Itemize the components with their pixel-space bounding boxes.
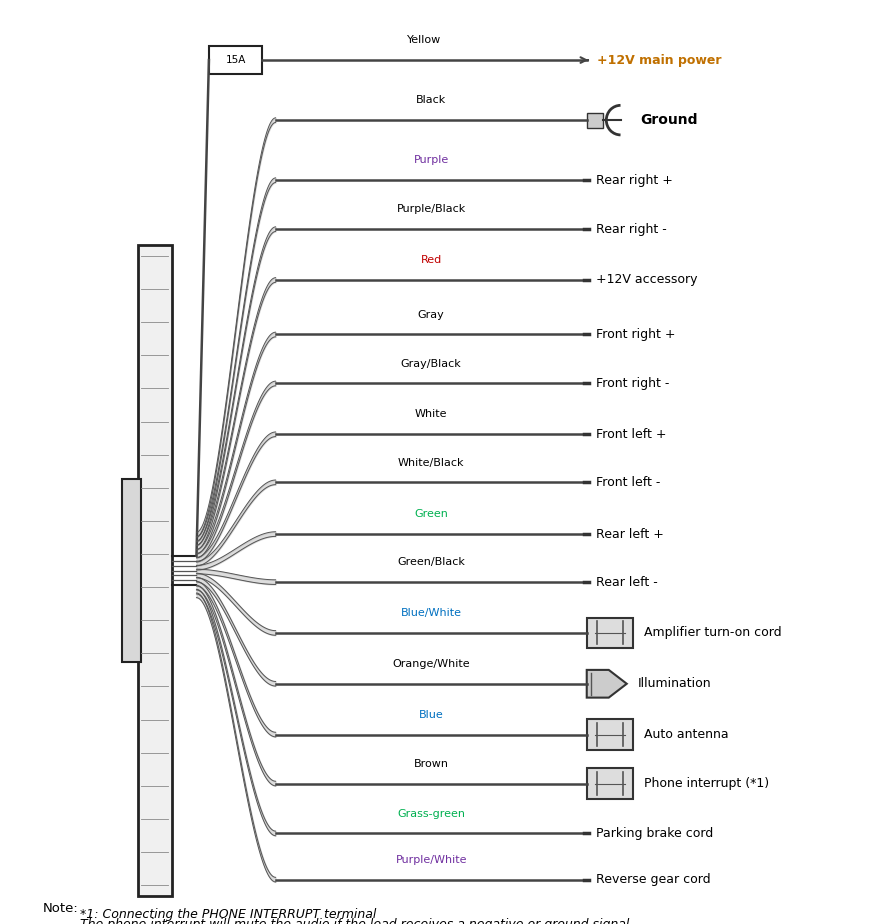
Text: Purple/White: Purple/White (396, 855, 467, 865)
Text: *1: Connecting the PHONE INTERRUPT terminal: *1: Connecting the PHONE INTERRUPT termi… (80, 908, 376, 921)
Text: Grass-green: Grass-green (397, 808, 465, 819)
Text: The phone interrupt will mute the audio if the lead receives a negative or groun: The phone interrupt will mute the audio … (80, 918, 633, 924)
Text: Parking brake cord: Parking brake cord (596, 827, 713, 840)
Text: White: White (415, 409, 447, 419)
Text: Illumination: Illumination (637, 677, 711, 690)
Text: Black: Black (416, 95, 446, 105)
Text: Rear right +: Rear right + (596, 174, 672, 187)
Text: Reverse gear cord: Reverse gear cord (596, 873, 710, 886)
FancyBboxPatch shape (587, 719, 633, 750)
Polygon shape (587, 670, 627, 698)
Text: Rear left -: Rear left - (596, 576, 657, 589)
Text: Green: Green (414, 509, 448, 519)
Text: Purple: Purple (413, 155, 449, 165)
FancyBboxPatch shape (122, 480, 141, 662)
Text: Green/Black: Green/Black (397, 557, 465, 567)
Text: Orange/White: Orange/White (392, 659, 470, 669)
Text: Red: Red (420, 255, 442, 265)
Text: +12V accessory: +12V accessory (596, 274, 697, 286)
Text: Front right +: Front right + (596, 328, 675, 341)
FancyBboxPatch shape (209, 46, 262, 74)
Text: Front left +: Front left + (596, 428, 666, 441)
Text: Blue/White: Blue/White (401, 608, 461, 618)
FancyBboxPatch shape (587, 617, 633, 649)
Text: Phone interrupt (*1): Phone interrupt (*1) (644, 777, 769, 790)
Text: Brown: Brown (413, 759, 449, 769)
Text: White/Black: White/Black (398, 457, 464, 468)
Text: Gray: Gray (418, 310, 444, 320)
Text: Blue: Blue (419, 710, 444, 720)
Text: Auto antenna: Auto antenna (644, 728, 728, 741)
Text: Note:: Note: (43, 902, 78, 915)
Text: Ground: Ground (640, 113, 698, 128)
FancyBboxPatch shape (587, 769, 633, 798)
Text: Yellow: Yellow (407, 35, 442, 45)
Text: +12V main power: +12V main power (597, 54, 722, 67)
Text: Front left -: Front left - (596, 476, 660, 489)
Text: Rear left +: Rear left + (596, 528, 663, 541)
Text: Front right -: Front right - (596, 377, 669, 390)
Text: Amplifier turn-on cord: Amplifier turn-on cord (644, 626, 781, 639)
FancyBboxPatch shape (138, 245, 172, 896)
Text: 15A: 15A (226, 55, 245, 65)
Text: Rear right -: Rear right - (596, 223, 667, 236)
FancyBboxPatch shape (587, 113, 603, 128)
Text: Purple/Black: Purple/Black (396, 204, 466, 214)
Text: Gray/Black: Gray/Black (401, 359, 461, 369)
